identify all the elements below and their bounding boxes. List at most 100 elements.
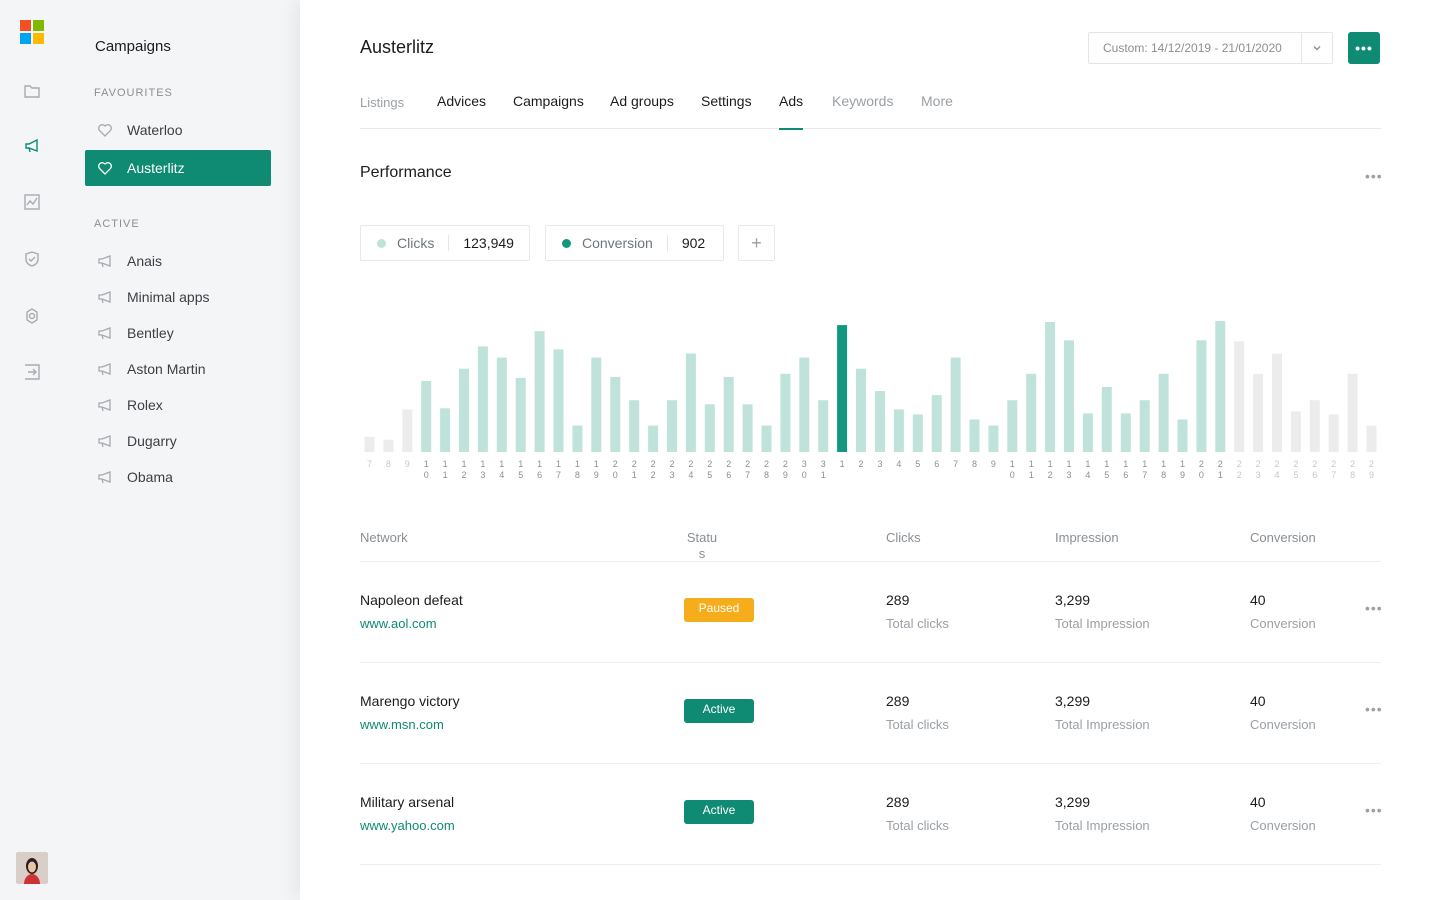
chart-bar[interactable] (648, 425, 659, 452)
nav-item-austerlitz[interactable]: Austerlitz (85, 150, 271, 186)
tab-advices[interactable]: Advices (437, 93, 487, 109)
megaphone-icon[interactable] (22, 136, 42, 156)
chart-bar[interactable] (723, 376, 734, 452)
nav-item-dugarry[interactable]: Dugarry (85, 423, 271, 459)
chart-bar[interactable] (1253, 373, 1264, 452)
chart-bar[interactable] (912, 414, 923, 452)
nav-item-waterloo[interactable]: Waterloo (85, 112, 271, 148)
chart-bar[interactable] (553, 349, 564, 452)
chart-bar[interactable] (1064, 340, 1074, 452)
tab-keywords[interactable]: Keywords (832, 93, 894, 109)
performance-more-button[interactable]: ••• (1365, 168, 1383, 184)
tab-listings[interactable]: Listings (360, 95, 405, 110)
more-options-button[interactable]: ••• (1348, 32, 1380, 64)
tab-more[interactable]: More (921, 93, 953, 109)
chart-bar[interactable] (1177, 419, 1188, 453)
chart-bar[interactable] (1139, 400, 1150, 452)
logout-icon[interactable] (22, 362, 42, 382)
chart-bar[interactable] (856, 368, 866, 452)
tab-ad-groups[interactable]: Ad groups (610, 93, 674, 109)
chart-bar[interactable] (780, 373, 791, 452)
row-network-url[interactable]: www.yahoo.com (360, 818, 455, 833)
add-metric-button[interactable]: + (738, 225, 775, 261)
chart-bar[interactable] (477, 346, 488, 452)
chart-bar[interactable] (818, 400, 829, 452)
chart-bar[interactable] (572, 425, 583, 452)
chart-bar[interactable] (1328, 414, 1339, 452)
chart-bar[interactable] (1366, 425, 1377, 452)
chart-bar[interactable] (875, 391, 885, 452)
metric-conversion[interactable]: Conversion 902 (545, 225, 724, 261)
chart-bar[interactable] (1309, 400, 1320, 452)
nav-item-obama[interactable]: Obama (85, 459, 271, 495)
nav-item-bentley[interactable]: Bentley (85, 315, 271, 351)
chart-bar[interactable] (534, 331, 545, 452)
tab-ads[interactable]: Ads (779, 93, 804, 130)
chart-bar[interactable] (761, 425, 772, 452)
table-row[interactable]: Napoleon defeat www.aol.com Paused 289 T… (360, 562, 1383, 663)
chart-bar[interactable] (837, 325, 848, 452)
chart-bar[interactable] (440, 408, 451, 452)
chart-bar[interactable] (364, 436, 375, 452)
chart-bar[interactable] (383, 439, 394, 452)
chart-tick-label: 5 (915, 459, 920, 469)
chart-bar[interactable] (931, 395, 942, 452)
row-more-button[interactable]: ••• (1365, 701, 1383, 717)
chart-bar[interactable] (1196, 340, 1207, 452)
chart-icon[interactable] (22, 192, 42, 212)
chart-bar[interactable] (1101, 387, 1112, 452)
chart-bar[interactable] (496, 357, 507, 452)
chart-bar[interactable] (1272, 353, 1282, 453)
avatar[interactable] (16, 852, 48, 884)
date-range-select[interactable]: Custom: 14/12/2019 - 21/01/2020 (1088, 32, 1333, 64)
row-network-url[interactable]: www.msn.com (360, 717, 444, 732)
chart-bar[interactable] (1234, 341, 1245, 452)
chart-bar[interactable] (1045, 322, 1056, 452)
chart-bar[interactable] (1347, 373, 1358, 452)
row-more-button[interactable]: ••• (1365, 600, 1383, 616)
chart-bar[interactable] (893, 409, 904, 452)
chart-bar[interactable] (1026, 373, 1037, 452)
chevron-down-icon[interactable] (1301, 33, 1332, 63)
chart-bar[interactable] (1158, 373, 1169, 452)
chart-bar[interactable] (704, 404, 715, 452)
chart-bar[interactable] (591, 357, 602, 452)
folder-icon[interactable] (22, 81, 42, 101)
tab-settings[interactable]: Settings (701, 93, 752, 109)
chart-bar[interactable] (1290, 411, 1301, 452)
nav-item-rolex[interactable]: Rolex (85, 387, 271, 423)
chart-tick-label: 2 (858, 459, 863, 469)
chart-bar[interactable] (742, 404, 753, 452)
chart-bar[interactable] (1082, 413, 1093, 452)
chart-bar[interactable] (402, 409, 413, 452)
chart-bar[interactable] (1120, 413, 1131, 452)
row-network-url[interactable]: www.aol.com (360, 616, 437, 631)
metric-clicks[interactable]: Clicks 123,949 (360, 225, 530, 261)
shield-icon[interactable] (22, 249, 42, 269)
nav-item-anais[interactable]: Anais (85, 243, 271, 279)
table-row[interactable]: Marengo victory www.msn.com Active 289 T… (360, 663, 1383, 764)
chart-bar[interactable] (629, 400, 640, 452)
chart-bar[interactable] (685, 353, 696, 453)
chart-bar[interactable] (610, 376, 621, 452)
chart-bar[interactable] (799, 357, 810, 452)
chart-bar[interactable] (969, 419, 980, 453)
chart-bar[interactable] (988, 425, 999, 452)
favourites-label: FAVOURITES (94, 87, 173, 99)
tab-campaigns[interactable]: Campaigns (513, 93, 584, 109)
chart-bar[interactable] (950, 357, 961, 452)
chart-bar[interactable] (421, 380, 432, 452)
chart-bar[interactable] (1007, 400, 1018, 452)
chart-bar[interactable] (459, 368, 469, 452)
nav-item-aston-martin[interactable]: Aston Martin (85, 351, 271, 387)
chart-bar[interactable] (1215, 321, 1226, 452)
row-more-button[interactable]: ••• (1365, 802, 1383, 818)
table-row[interactable]: Military arsenal www.yahoo.com Active 28… (360, 764, 1383, 865)
settings-icon[interactable] (22, 306, 42, 326)
chart-bar[interactable] (515, 377, 526, 452)
nav-item-minimal-apps[interactable]: Minimal apps (85, 279, 271, 315)
chart-bar[interactable] (667, 400, 677, 452)
